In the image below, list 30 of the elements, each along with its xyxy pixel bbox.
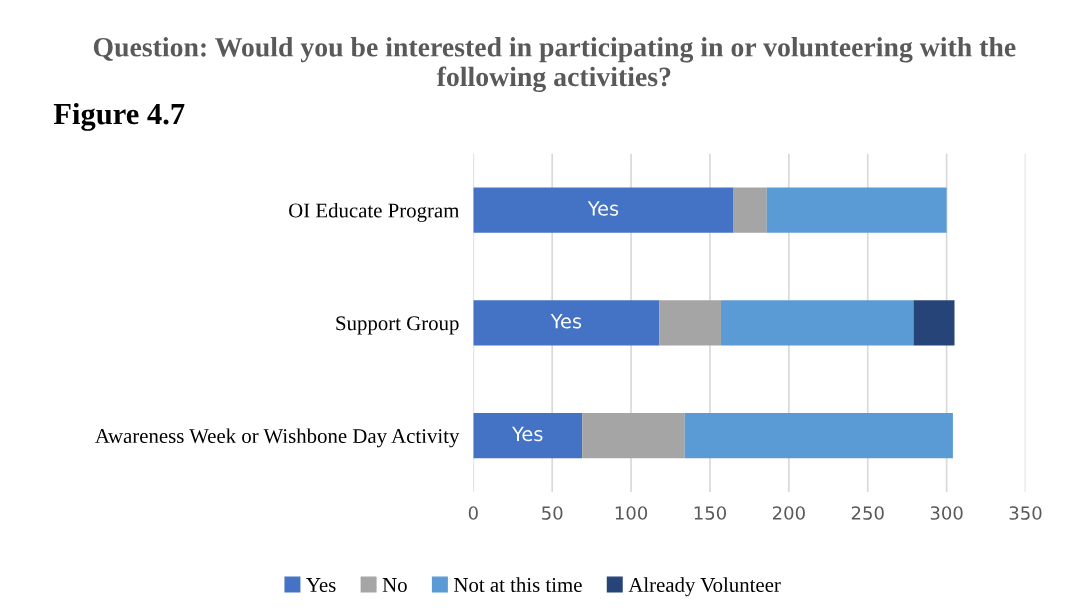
bar	[721, 300, 914, 346]
data-label: Yes	[587, 201, 619, 216]
caption: Figure 4.7	[53, 102, 185, 131]
data-label: Yes	[550, 314, 582, 329]
bar	[766, 187, 947, 233]
x-tick-label: 300	[930, 506, 963, 520]
chart-title: Question: Would you be interested in participating in or volunteering with the following activities?	[93, 37, 1016, 93]
x-tick-label: 200	[772, 506, 805, 520]
bar	[684, 413, 953, 459]
bar	[659, 300, 721, 346]
data-label: Yes	[512, 426, 543, 442]
bar	[913, 300, 955, 346]
legend-label: Yes	[306, 578, 336, 592]
legend-label: Not at this time	[454, 577, 582, 592]
x-tick-label: 100	[615, 506, 648, 520]
x-tick-label: 0	[468, 506, 478, 520]
bar	[582, 413, 685, 459]
bar	[733, 187, 767, 233]
legend-label: No	[382, 578, 407, 592]
x-tick-label: 50	[542, 506, 563, 520]
y-tick-label: OI Educate Program	[289, 202, 460, 222]
bar	[473, 413, 583, 459]
bar	[473, 300, 660, 346]
x-tick-label: 150	[694, 506, 726, 520]
x-tick-label: 250	[851, 506, 884, 520]
x-tick-label: 350	[1009, 506, 1042, 520]
y-tick-label: Support Group	[336, 316, 459, 335]
y-tick-label: Awareness Week or Wishbone Day Activity	[95, 428, 460, 448]
bar	[473, 187, 734, 233]
legend-label: Already Volunteer	[628, 577, 781, 597]
